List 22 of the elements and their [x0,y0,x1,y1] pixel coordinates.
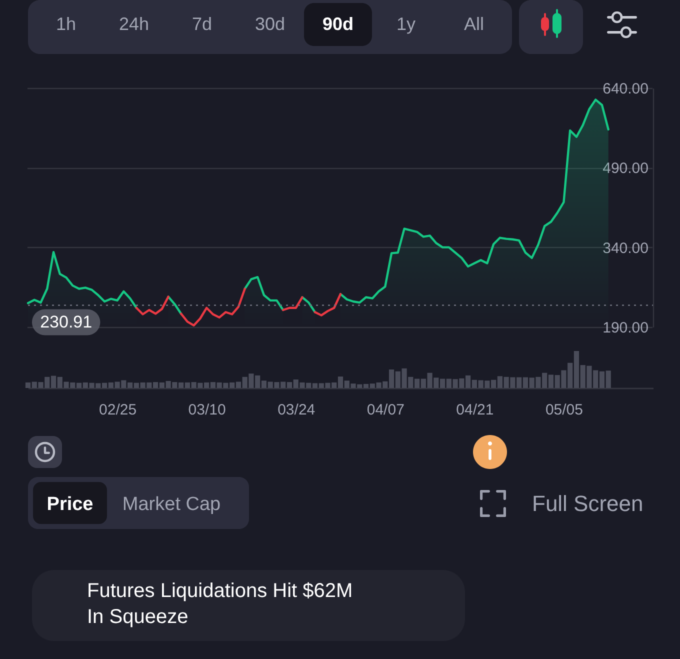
x-tick-label: 05/05 [545,402,583,418]
category-label: 90d [322,14,354,34]
category-label: 1y [396,14,416,34]
ref-line-label: 230.91 [40,312,92,332]
y-tick-label: 340.00 [602,240,648,257]
category-label: Price [46,494,94,515]
text: Futures Liquidations Hit $62M In Squeeze [87,580,353,628]
y-tick-label: 640.00 [602,80,648,98]
y-tick-label: 490.00 [602,160,648,178]
x-tick-label: 02/25 [99,402,137,418]
x-tick-label: 03/10 [188,402,226,418]
category-label: 1h [56,14,76,34]
category-label: Market Cap [122,494,221,515]
category-label: 7d [192,14,212,34]
x-tick-label: 04/21 [456,402,494,418]
y-tick-label: 190.00 [602,320,648,336]
x-tick-label: 03/24 [278,402,316,418]
category-label: 30d [254,14,286,34]
x-tick-label: 04/07 [366,402,404,418]
category-label: 24h [118,14,150,34]
category-label: All [464,14,484,34]
text: Full Screen [532,491,644,516]
